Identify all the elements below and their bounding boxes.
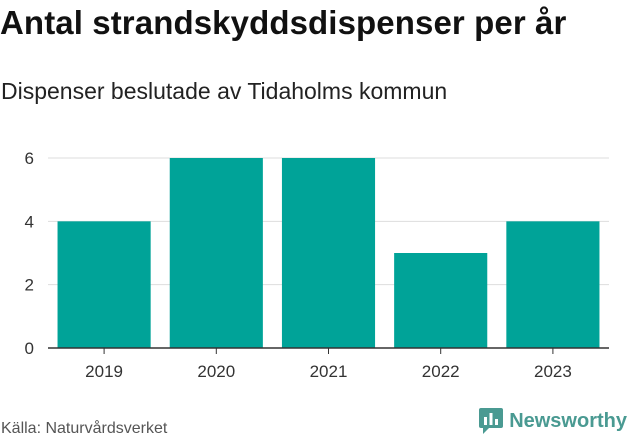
x-tick-label: 2019 [85,362,123,381]
bar [57,221,151,348]
source-note: Källa: Naturvårdsverket [1,420,168,437]
chart-subtitle: Dispenser beslutade av Tidaholms kommun [1,78,448,104]
chart-title: Antal strandskyddsdispenser per år [0,4,567,41]
y-tick-label: 4 [25,212,34,231]
y-tick-label: 6 [25,149,34,168]
y-tick-label: 0 [25,339,34,358]
bar [506,221,600,348]
y-tick-label: 2 [25,276,34,295]
x-tick-label: 2023 [534,362,572,381]
newsworthy-logo: Newsworthy [479,408,627,434]
x-tick-label: 2022 [422,362,460,381]
bar [169,158,263,348]
x-tick-label: 2020 [197,362,235,381]
bar [281,158,376,348]
bar [394,253,488,348]
brand-name: Newsworthy [509,409,627,432]
x-tick-label: 2021 [310,362,348,381]
chat-bar-icon [479,408,504,434]
